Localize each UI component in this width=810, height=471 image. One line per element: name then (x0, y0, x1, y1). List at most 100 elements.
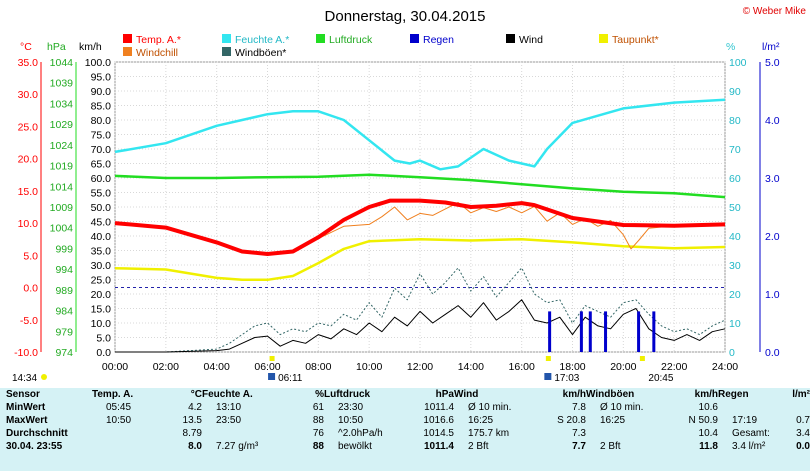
stats-row: Durchschnitt 8.79 76 ^2.0hPa/h 1014.5 175.7 k… (0, 427, 810, 440)
stats-cell: 23:50 (216, 415, 242, 426)
wind-tick-label: 20.0 (91, 289, 112, 301)
stats-header-cell: % (315, 389, 324, 400)
sunset-marker (639, 356, 645, 361)
series-line-windben (115, 267, 726, 353)
rain-tick-label: 5.0 (765, 57, 780, 69)
stats-cell: 13:10 (216, 402, 242, 413)
copyright-label: © Weber Mike (743, 6, 807, 17)
stats-cell: 2 Bft (600, 441, 621, 452)
legend-label: Windchill (136, 47, 178, 59)
humidity-tick-label: 80 (729, 115, 741, 127)
rain-tick-label: 4.0 (765, 115, 780, 127)
wind-unit: km/h (79, 41, 102, 53)
sunrise-marker (269, 356, 275, 361)
wind-tick-label: 90.0 (91, 86, 112, 98)
rain-tick-label: 1.0 (765, 289, 780, 301)
stats-cell (92, 440, 158, 453)
stats-cell: 7.7 (572, 441, 586, 452)
temp-tick-label: 25.0 (18, 121, 39, 133)
humidity-tick-label: 40 (729, 231, 741, 243)
stats-cell: 10.4 (698, 428, 718, 439)
hum-unit: % (726, 41, 735, 53)
humidity-tick-label: 0 (729, 347, 735, 359)
moonrise-marker (545, 356, 551, 361)
pressure-tick-label: 1044 (50, 57, 74, 69)
x-tick-label: 06:00 (254, 361, 280, 373)
stats-cell: 23:30 (338, 402, 364, 413)
stats-cell (202, 427, 280, 440)
statistics-panel: Sensor Temp. A. °C Feuchte A.% Luftdruck hPa W… (0, 388, 810, 471)
stats-header-cell: °C (190, 389, 202, 400)
pressure-tick-label: 1014 (50, 181, 74, 193)
rain-bar (579, 311, 583, 352)
wind-tick-label: 65.0 (91, 159, 112, 171)
stats-row: 30.04. 23:55 8.0 7.27 g/m³ 88 bewölkt 1011.4 2… (0, 440, 810, 453)
stats-cell: ^2.0hPa/h (338, 428, 383, 439)
humidity-tick-label: 90 (729, 86, 741, 98)
temp-tick-label: -5.0 (20, 315, 38, 327)
humidity-tick-label: 30 (729, 260, 741, 272)
stats-header-cell: Temp. A. (92, 389, 134, 400)
moonset-label: 14:34 (12, 373, 37, 384)
pressure-tick-label: 994 (55, 264, 73, 276)
pressure-tick-label: 1004 (50, 223, 74, 235)
pressure-tick-label: 1029 (50, 119, 74, 131)
temp-tick-label: 15.0 (18, 186, 39, 198)
series-layer (114, 98, 726, 353)
pressure-tick-label: 1009 (50, 202, 74, 214)
rain-bar (637, 311, 641, 352)
wind-tick-label: 10.0 (91, 318, 112, 330)
stats-cell: 1011.4 (424, 402, 454, 413)
series-line-wind (115, 299, 726, 353)
humidity-tick-label: 60 (729, 173, 741, 185)
stats-cell: 7.27 g/m³ (216, 441, 259, 452)
legend-swatch (222, 47, 231, 56)
stats-header-row: Sensor Temp. A. °C Feuchte A.% Luftdruck hPa W… (0, 388, 810, 401)
stats-cell: Ø 10 min. (600, 402, 644, 413)
rain-bar (652, 311, 656, 352)
stats-header-cell: Wind (454, 389, 479, 400)
stats-cell: Ø 10 min. (468, 402, 512, 413)
temp-tick-label: 20.0 (18, 154, 39, 166)
wind-tick-label: 25.0 (91, 275, 112, 287)
legend-swatch (599, 34, 608, 43)
stats-cell (718, 401, 784, 414)
sunrise-icon (268, 373, 276, 380)
plot-area (114, 61, 726, 353)
pressure-tick-label: 1019 (50, 161, 74, 173)
x-tick-label: 04:00 (204, 361, 230, 373)
legend-swatch (410, 34, 419, 43)
stats-cell: 1011.4 (423, 441, 454, 452)
legend-swatch (506, 34, 515, 43)
legend-swatch (123, 47, 132, 56)
wind-tick-label: 5.0 (96, 333, 111, 345)
stats-header-cell: Luftdruck (324, 389, 371, 400)
legend-label: Windböen* (235, 47, 286, 59)
stats-cell: 16:25 (600, 415, 626, 426)
chart-legend: Temp. A.* Feuchte A.* Luftdruck Regen Wind Ta… (123, 34, 659, 59)
rain-bar (588, 311, 592, 352)
legend-label: Regen (423, 34, 454, 46)
wind-tick-label: 80.0 (91, 115, 112, 127)
wind-tick-label: 30.0 (91, 260, 112, 272)
humidity-tick-label: 100 (729, 57, 747, 69)
rain-bar (604, 311, 608, 352)
rain-unit: l/m² (762, 41, 780, 53)
wind-tick-label: 15.0 (91, 304, 112, 316)
moonrise-icon (544, 373, 552, 380)
stats-cell: 13.5 (182, 415, 202, 426)
legend-label: Feuchte A.* (235, 34, 289, 46)
axes: 35.0 30.0 25.0 20.0 15.0 10.0 5.0 0.0 -5.0 -10.0 1… (14, 57, 780, 373)
wind-tick-label: 50.0 (91, 202, 112, 214)
legend-swatch (123, 34, 132, 43)
stats-cell: 0.0 (796, 441, 810, 452)
stats-cell: 7.8 (572, 402, 586, 413)
moonrise-label: 17:03 (554, 373, 579, 384)
stats-cell: 8.0 (188, 441, 202, 452)
wind-tick-label: 95.0 (91, 72, 112, 84)
humidity-tick-label: 50 (729, 202, 741, 214)
stats-row-label: MinWert (6, 402, 46, 413)
stats-cell (92, 427, 158, 440)
humidity-tick-label: 10 (729, 318, 741, 330)
pressure-tick-label: 1039 (50, 78, 74, 90)
